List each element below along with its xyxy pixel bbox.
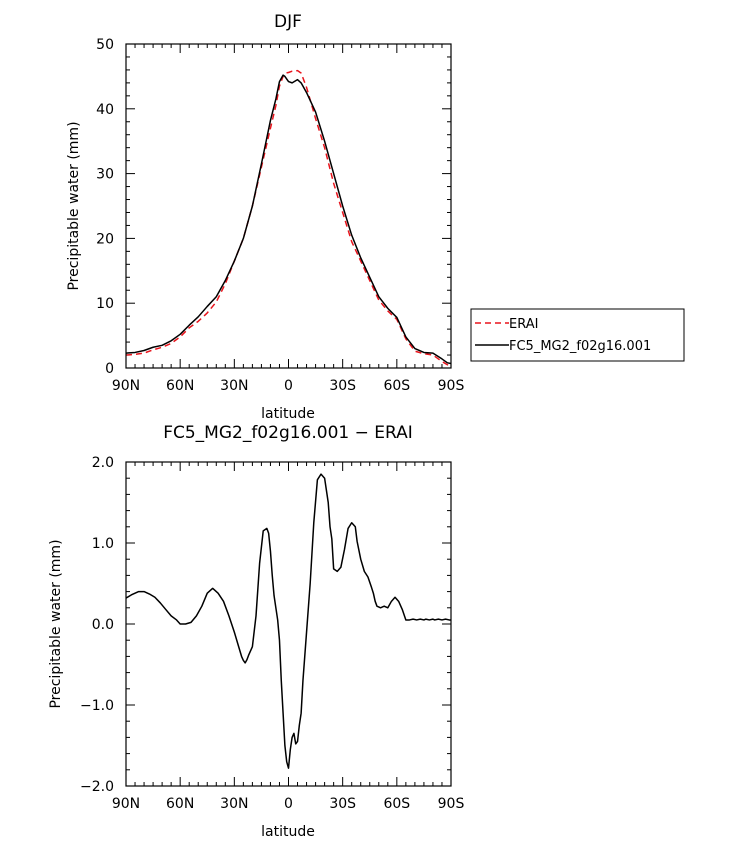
top-x-tick-label: 60S	[383, 378, 410, 394]
legend-label-model: FC5_MG2_f02g16.001	[509, 339, 651, 354]
top-x-tick-label: 60N	[166, 378, 194, 394]
top-x-tick-label: 0	[284, 378, 293, 394]
top-panel: DJF 90N 60N 30N 0 30S 60S 90S 0 10 20 30 40 50 latit…	[66, 12, 464, 422]
bottom-plot-frame	[125, 461, 452, 787]
top-y-tick-label: 10	[96, 296, 114, 312]
legend-box	[470, 308, 685, 362]
bottom-y-tick-label: −1.0	[80, 698, 114, 714]
top-x-axis-label: latitude	[261, 406, 315, 422]
bottom-chart-title: FC5_MG2_f02g16.001 − ERAI	[163, 423, 413, 443]
legend: ERAI FC5_MG2_f02g16.001	[470, 308, 685, 362]
bottom-x-tick-label: 30S	[329, 796, 356, 812]
top-y-tick-label: 0	[105, 361, 114, 377]
top-y-tick-label: 20	[96, 231, 114, 247]
top-y-tick-label: 50	[96, 37, 114, 53]
top-series-line-erai	[125, 69, 452, 367]
bottom-y-tick-label: 2.0	[92, 455, 114, 471]
bottom-panel: FC5_MG2_f02g16.001 − ERAI 90N 60N 30N 0 30S 6…	[48, 423, 464, 840]
bottom-y-tick-label: −2.0	[80, 779, 114, 795]
bottom-series-line-0	[125, 473, 451, 769]
bottom-x-tick-label: 90N	[112, 796, 140, 812]
top-x-tick-label: 30N	[220, 378, 248, 394]
bottom-x-tick-label: 90S	[438, 796, 465, 812]
top-y-tick-label: 30	[96, 167, 114, 183]
bottom-x-tick-label: 30N	[220, 796, 248, 812]
top-x-tick-label: 90N	[112, 378, 140, 394]
top-chart-title: DJF	[274, 12, 302, 32]
top-y-axis-label: Precipitable water (mm)	[66, 121, 82, 290]
bottom-y-tick-label: 1.0	[92, 536, 114, 552]
top-x-tick-label: 90S	[438, 378, 465, 394]
legend-label-erai: ERAI	[509, 317, 538, 332]
top-y-tick-label: 40	[96, 102, 114, 118]
top-plot-frame	[125, 43, 452, 369]
bottom-x-tick-label: 60S	[383, 796, 410, 812]
bottom-x-tick-label: 0	[284, 796, 293, 812]
top-series-line-fc5-mg2-f02g16-001	[125, 74, 452, 365]
bottom-x-tick-label: 60N	[166, 796, 194, 812]
bottom-y-tick-label: 0.0	[92, 617, 114, 633]
bottom-y-axis-label: Precipitable water (mm)	[48, 539, 64, 708]
bottom-x-axis-label: latitude	[261, 824, 315, 840]
top-x-tick-label: 30S	[329, 378, 356, 394]
